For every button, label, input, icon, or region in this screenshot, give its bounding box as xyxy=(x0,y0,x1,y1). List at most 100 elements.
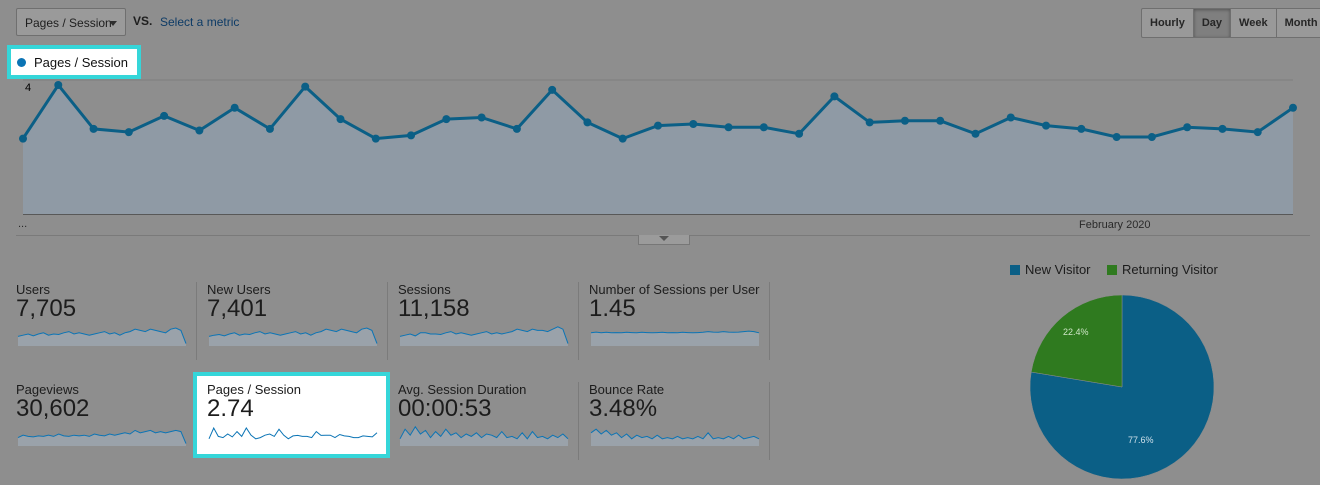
select-metric-link[interactable]: Select a metric xyxy=(160,15,240,29)
data-point[interactable] xyxy=(724,123,733,132)
data-point[interactable] xyxy=(936,116,945,125)
data-point[interactable] xyxy=(301,82,310,91)
data-point[interactable] xyxy=(477,113,486,122)
metric-card[interactable]: New Users 7,401 xyxy=(207,282,387,362)
pie-slice-new-visitor[interactable] xyxy=(1029,294,1215,480)
data-point[interactable] xyxy=(900,116,909,125)
card-divider xyxy=(769,382,770,460)
metric-name: Bounce Rate xyxy=(589,382,665,397)
metric-card[interactable]: Bounce Rate 3.48% xyxy=(589,382,769,462)
metric-name: Pages / Session xyxy=(207,382,301,397)
series-area xyxy=(23,85,1293,214)
data-point[interactable] xyxy=(89,124,98,133)
collapse-chart-button[interactable] xyxy=(638,235,690,245)
x-axis-month-label: February 2020 xyxy=(1079,219,1151,231)
metric-value: 1.45 xyxy=(589,295,636,322)
card-divider xyxy=(578,282,579,360)
data-point[interactable] xyxy=(1077,124,1086,133)
data-point[interactable] xyxy=(124,128,133,137)
metric-select[interactable]: Pages / Session xyxy=(16,8,126,36)
pie-legend-new: New Visitor xyxy=(1010,262,1091,277)
metric-card[interactable]: Users 7,705 xyxy=(16,282,196,362)
data-point[interactable] xyxy=(1006,113,1015,122)
metric-card[interactable]: Number of Sessions per User 1.45 xyxy=(589,282,769,362)
data-point[interactable] xyxy=(265,124,274,133)
metric-name: Sessions xyxy=(398,282,451,297)
data-point[interactable] xyxy=(1253,128,1262,137)
data-point[interactable] xyxy=(407,131,416,140)
data-point[interactable] xyxy=(795,129,804,138)
vs-label: VS. xyxy=(133,14,153,28)
card-divider xyxy=(769,282,770,360)
sparkline-line xyxy=(590,330,760,334)
data-point[interactable] xyxy=(512,124,521,133)
data-point[interactable] xyxy=(1289,103,1297,112)
data-point[interactable] xyxy=(618,134,627,143)
data-point[interactable] xyxy=(371,134,380,143)
metric-card[interactable]: Avg. Session Duration 00:00:53 xyxy=(398,382,578,462)
y-tick-4: 4 xyxy=(25,82,31,94)
metric-card[interactable]: Pageviews 30,602 xyxy=(16,382,196,462)
data-point[interactable] xyxy=(1112,133,1121,141)
card-divider xyxy=(196,282,197,360)
data-point[interactable] xyxy=(689,120,698,128)
data-point[interactable] xyxy=(583,118,592,127)
x-axis-ellipsis: ... xyxy=(18,218,28,230)
data-point[interactable] xyxy=(19,134,27,143)
pie-slice-returning-visitor[interactable] xyxy=(1030,294,1123,388)
metric-value: 2.74 xyxy=(207,395,254,422)
data-point[interactable] xyxy=(654,121,662,130)
metric-sparkline xyxy=(590,330,760,346)
data-point[interactable] xyxy=(230,103,239,112)
metric-sparkline xyxy=(399,326,569,346)
metric-select-label: Pages / Session xyxy=(25,16,112,30)
card-divider xyxy=(578,382,579,460)
range-week-button[interactable]: Week xyxy=(1231,9,1277,37)
pie-legend-returning-label: Returning Visitor xyxy=(1122,262,1218,277)
chart-legend[interactable]: Pages / Session xyxy=(7,45,141,79)
pie-label-returning: 22.4% xyxy=(1063,327,1089,337)
metric-sparkline xyxy=(208,426,378,440)
metric-value: 7,401 xyxy=(207,295,268,322)
data-point[interactable] xyxy=(548,85,557,94)
data-point[interactable] xyxy=(54,81,63,89)
sparkline-line xyxy=(208,327,378,344)
metric-value: 11,158 xyxy=(398,295,470,322)
highlighted-card-frame xyxy=(193,372,390,458)
metric-value: 30,602 xyxy=(16,395,90,422)
metric-value: 7,705 xyxy=(16,295,77,322)
sparkline-area xyxy=(209,328,377,346)
data-point[interactable] xyxy=(195,126,204,135)
card-divider xyxy=(387,282,388,360)
pages-per-session-chart: 4 2 xyxy=(19,79,1297,215)
sparkline-line xyxy=(399,425,569,440)
metric-card[interactable]: Sessions 11,158 xyxy=(398,282,578,362)
metric-name: Number of Sessions per User xyxy=(589,282,760,297)
data-point[interactable] xyxy=(336,115,345,124)
range-hourly-button[interactable]: Hourly xyxy=(1142,9,1194,37)
pie-legend-returning: Returning Visitor xyxy=(1107,262,1218,277)
metric-card[interactable]: Pages / Session 2.74 xyxy=(207,382,387,462)
data-point[interactable] xyxy=(160,111,169,120)
data-point[interactable] xyxy=(759,123,768,132)
data-point[interactable] xyxy=(830,92,839,101)
sparkline-area xyxy=(591,331,759,346)
data-point[interactable] xyxy=(1183,123,1192,132)
metric-name: New Users xyxy=(207,282,271,297)
data-point[interactable] xyxy=(1042,121,1051,130)
sparkline-line xyxy=(590,428,760,440)
metric-name: Avg. Session Duration xyxy=(398,382,527,397)
sparkline-line xyxy=(399,326,569,344)
data-point[interactable] xyxy=(1147,133,1156,141)
range-month-button[interactable]: Month xyxy=(1284,17,1318,29)
pie-legend-new-label: New Visitor xyxy=(1025,262,1091,277)
chevron-down-icon xyxy=(109,21,117,26)
sparkline-line xyxy=(17,429,187,444)
data-point[interactable] xyxy=(865,118,874,127)
pie-label-new: 77.6% xyxy=(1128,435,1154,445)
range-day-button[interactable]: Day xyxy=(1193,9,1232,37)
data-point[interactable] xyxy=(971,129,980,138)
data-point[interactable] xyxy=(442,115,451,124)
metric-name: Pageviews xyxy=(16,382,79,397)
data-point[interactable] xyxy=(1218,124,1227,133)
